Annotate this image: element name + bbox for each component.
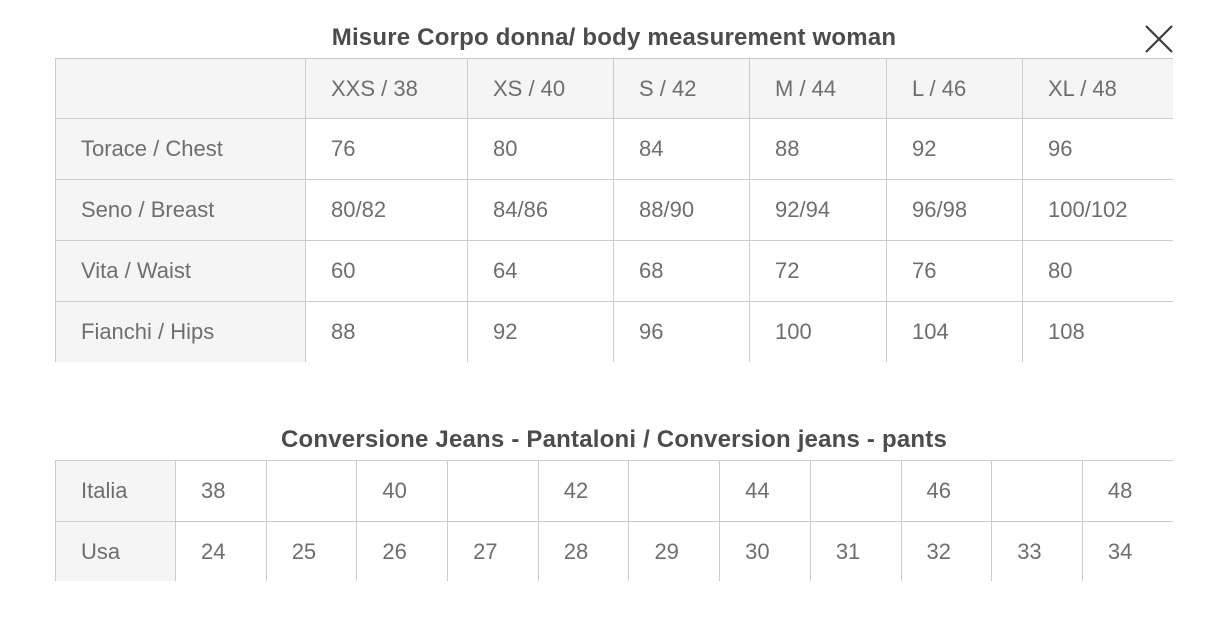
conversion-value-cell: 33 [991,521,1083,581]
measurement-value-cell: 88 [749,118,887,180]
conversion-value-cell: 25 [265,521,358,581]
body-measurement-table: XXS / 38 XS / 40 S / 42 M / 44 L / 46 XL / 48… [55,58,1173,362]
measurement-row-label: Fianchi / Hips [55,301,306,362]
jeans-conversion-title: Conversione Jeans - Pantaloni / Conversi… [280,426,948,453]
conversion-value-cell: 26 [356,521,449,581]
conversion-value-cell: 27 [447,521,539,581]
conversion-value-cell: 34 [1081,521,1173,581]
measurement-value-cell: 76 [886,240,1023,302]
measurement-value-cell: 76 [305,118,468,180]
measurement-row: Fianchi / Hips 88 92 96 100 104 108 [55,301,1173,362]
conversion-value-cell: 46 [900,460,993,522]
measurement-value-cell: 68 [613,240,750,302]
measurement-row: Seno / Breast 80/82 84/86 88/90 92/94 96/98 10… [55,179,1173,241]
measurement-value-cell: 92 [886,118,1023,180]
measurement-row: Torace / Chest 76 80 84 88 92 96 [55,118,1173,180]
measurement-row-label: Seno / Breast [55,179,306,241]
conversion-value-cell: 28 [537,521,630,581]
close-button[interactable] [1138,18,1180,60]
corner-cell [55,58,306,119]
body-measurement-section: XXS / 38 XS / 40 S / 42 M / 44 L / 46 XL / 48… [55,58,1173,362]
measurement-value-cell: 72 [749,240,887,302]
measurement-value-cell: 88/90 [613,179,750,241]
conversion-value-cell [809,460,902,522]
measurement-value-cell: 88 [305,301,468,362]
measurement-value-cell: 100 [749,301,887,362]
measurement-value-cell: 80 [1022,240,1173,302]
conversion-value-cell: 31 [809,521,902,581]
measurement-value-cell: 92/94 [749,179,887,241]
conversion-value-cell [447,460,539,522]
conversion-row-label: Usa [55,521,176,581]
conversion-value-cell: 30 [719,521,811,581]
conversion-value-cell: 32 [900,521,993,581]
close-icon [1143,23,1175,55]
conversion-value-cell: 40 [356,460,449,522]
jeans-conversion-section: Italia 38 40 42 44 46 48 Usa 24 25 26 27 28 29 30 31 32 3… [55,460,1173,581]
measurement-value-cell: 84 [613,118,750,180]
conversion-row: Italia 38 40 42 44 46 48 [55,460,1173,522]
measurement-row-label: Vita / Waist [55,240,306,302]
conversion-value-cell [991,460,1083,522]
measurement-value-cell: 80/82 [305,179,468,241]
measurement-row-label: Torace / Chest [55,118,306,180]
conversion-value-cell: 44 [719,460,811,522]
size-header-cell: L / 46 [886,58,1023,119]
conversion-value-cell [265,460,358,522]
body-measurement-title: Misure Corpo donna/ body measurement wom… [331,24,897,51]
conversion-value-cell: 38 [175,460,267,522]
measurement-value-cell: 84/86 [467,179,614,241]
measurement-value-cell: 96 [613,301,750,362]
measurement-value-cell: 60 [305,240,468,302]
measurement-row: Vita / Waist 60 64 68 72 76 80 [55,240,1173,302]
conversion-value-cell: 48 [1081,460,1173,522]
conversion-value-cell [628,460,721,522]
size-header-row: XXS / 38 XS / 40 S / 42 M / 44 L / 46 XL / 48 [55,58,1173,119]
conversion-row: Usa 24 25 26 27 28 29 30 31 32 33 34 [55,521,1173,581]
measurement-value-cell: 100/102 [1022,179,1173,241]
measurement-value-cell: 104 [886,301,1023,362]
size-header-cell: M / 44 [749,58,887,119]
size-header-cell: S / 42 [613,58,750,119]
measurement-value-cell: 80 [467,118,614,180]
measurement-value-cell: 92 [467,301,614,362]
size-header-cell: XS / 40 [467,58,614,119]
measurement-value-cell: 96 [1022,118,1173,180]
measurement-value-cell: 64 [467,240,614,302]
size-header-cell: XL / 48 [1022,58,1173,119]
measurement-value-cell: 96/98 [886,179,1023,241]
conversion-row-label: Italia [55,460,176,522]
conversion-value-cell: 24 [175,521,267,581]
conversion-value-cell: 42 [537,460,630,522]
measurement-value-cell: 108 [1022,301,1173,362]
conversion-value-cell: 29 [628,521,721,581]
size-header-cell: XXS / 38 [305,58,468,119]
jeans-conversion-table: Italia 38 40 42 44 46 48 Usa 24 25 26 27 28 29 30 31 32 3… [55,460,1173,581]
